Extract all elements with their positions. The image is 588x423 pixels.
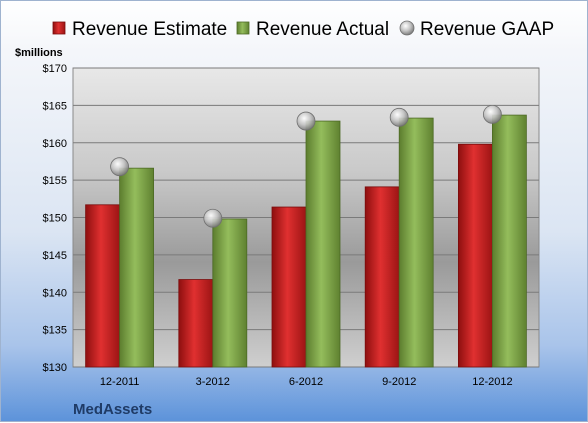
- gaap-markers: [110, 104, 502, 228]
- bar-revenue-actual: [398, 117, 434, 368]
- company-label: MedAssets: [73, 401, 152, 418]
- bar-revenue-estimate: [178, 279, 214, 368]
- legend: Revenue Estimate Revenue Actual Revenue GA…: [52, 19, 554, 40]
- y-axis-unit-label: $millions: [15, 47, 63, 59]
- legend-label: Revenue Estimate: [72, 19, 227, 40]
- x-tick-label: 9-2012: [382, 376, 416, 388]
- bar-revenue-actual: [491, 114, 527, 368]
- bars: [85, 114, 527, 368]
- legend-label: Revenue Actual: [256, 19, 389, 40]
- marker-revenue-gaap: [389, 107, 409, 127]
- y-tick-label: $135: [43, 325, 67, 337]
- y-tick-label: $130: [43, 362, 67, 374]
- marker-revenue-gaap: [296, 111, 316, 131]
- y-tick-label: $170: [43, 63, 67, 75]
- x-tick-label: 6-2012: [289, 376, 323, 388]
- y-tick-label: $145: [43, 250, 67, 262]
- bar-revenue-estimate: [364, 186, 400, 368]
- legend-swatch: [399, 20, 415, 36]
- y-tick-label: $155: [43, 175, 67, 187]
- bar-revenue-estimate: [457, 143, 493, 368]
- y-tick-label: $140: [43, 287, 67, 299]
- bar-revenue-estimate: [85, 204, 120, 368]
- marker-revenue-gaap: [203, 208, 223, 228]
- bar-revenue-estimate: [271, 206, 307, 368]
- marker-revenue-gaap: [110, 157, 129, 177]
- x-tick-label: 12-2011: [100, 376, 140, 388]
- y-tick-label: $150: [43, 213, 67, 225]
- bar-revenue-actual: [119, 167, 154, 368]
- x-axis-ticks: 12-2011 3-2012 6-2012 9-2012 12-2012: [100, 376, 513, 388]
- legend-label: Revenue GAAP: [420, 19, 554, 40]
- bar-revenue-actual: [212, 218, 248, 368]
- y-axis-ticks: $130 $135 $140 $145 $150 $155 $160 $165 $170: [43, 63, 67, 374]
- legend-swatch: [52, 21, 66, 35]
- x-tick-label: 12-2012: [472, 376, 512, 388]
- x-tick-label: 3-2012: [196, 376, 230, 388]
- bar-revenue-actual: [305, 120, 341, 368]
- y-tick-label: $160: [43, 138, 67, 150]
- marker-revenue-gaap: [482, 104, 502, 124]
- y-tick-label: $165: [43, 100, 67, 112]
- legend-swatch: [236, 21, 250, 35]
